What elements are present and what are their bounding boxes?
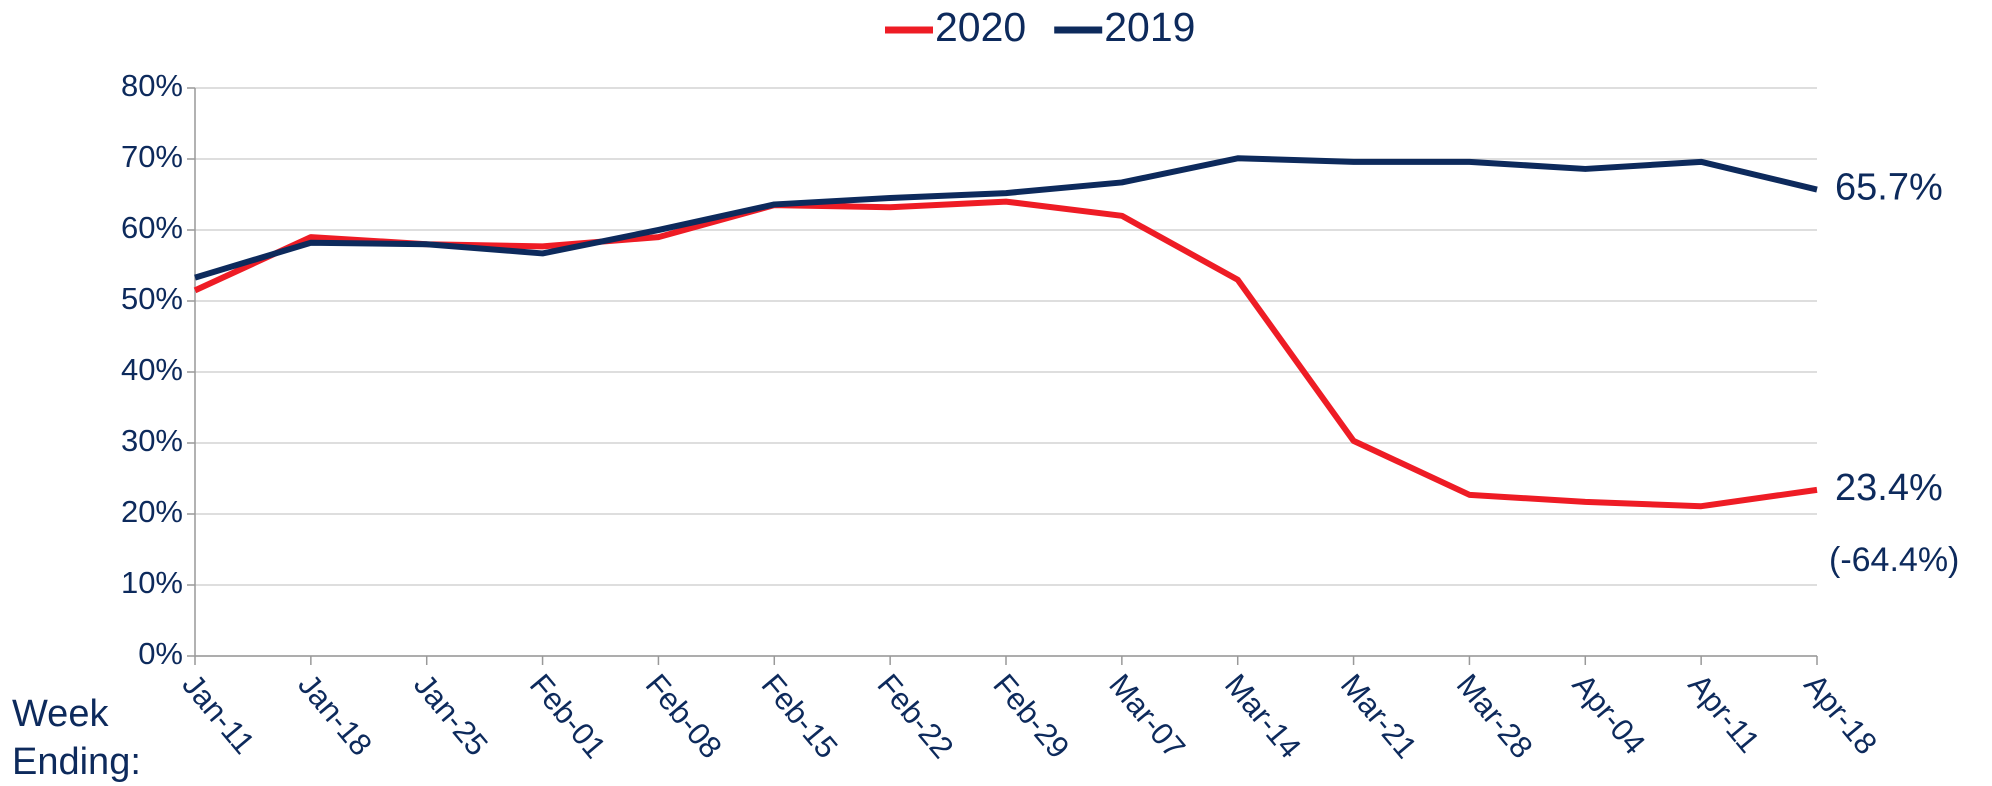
x-tick-label: Mar-07 [1102, 667, 1192, 765]
x-tick-label: Jan-11 [175, 667, 261, 760]
end-label: 65.7% [1835, 167, 1943, 209]
y-tick-label: 50% [121, 281, 183, 316]
x-tick-label: Feb-29 [986, 667, 1076, 765]
legend-label: 2019 [1104, 4, 1195, 50]
annotation: (-64.4%) [1829, 541, 1959, 579]
x-tick-label: Feb-08 [639, 667, 729, 765]
x-tick-label: Mar-21 [1334, 667, 1424, 765]
x-tick-label: Jan-18 [291, 667, 379, 762]
y-tick-label: 0% [138, 636, 183, 671]
y-tick-label: 60% [121, 210, 183, 245]
y-tick-label: 30% [121, 423, 183, 458]
x-tick-label: Mar-28 [1450, 667, 1540, 765]
legend-label: 2020 [935, 4, 1026, 50]
x-tick-label: Feb-01 [523, 667, 613, 765]
y-tick-label: 40% [121, 352, 183, 387]
x-tick-label: Apr-04 [1566, 667, 1653, 761]
x-tick-label: Feb-22 [871, 667, 961, 765]
series-line [194, 155, 1818, 281]
x-tick-label: Jan-25 [407, 667, 495, 762]
y-tick-label: 20% [121, 494, 183, 529]
y-tick-label: 10% [121, 565, 183, 600]
x-axis-label: Week Ending: [12, 693, 141, 783]
x-tick-label: Apr-11 [1682, 667, 1767, 759]
x-tick-label: Mar-14 [1218, 667, 1308, 765]
y-tick-label: 70% [121, 139, 183, 174]
x-tick-label: Apr-18 [1797, 667, 1884, 761]
y-tick-label: 80% [121, 68, 183, 103]
end-label: 23.4% [1835, 467, 1943, 509]
x-tick-label: Feb-15 [755, 667, 845, 765]
